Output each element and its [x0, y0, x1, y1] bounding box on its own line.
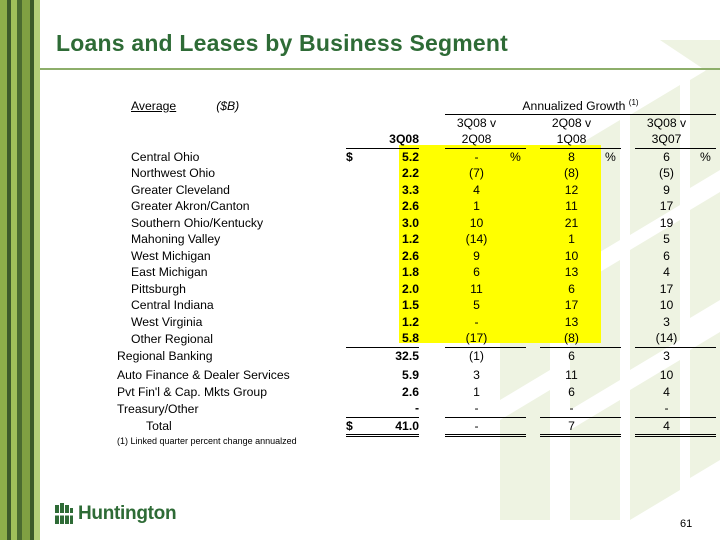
region-row: Other Regional 5.8 (17) (8) (14) — [131, 331, 678, 346]
segment-row: Auto Finance & Dealer Services 5.9 3 11 10 — [117, 368, 674, 383]
col1-top: 3Q08 v — [456, 115, 497, 130]
region-row: West Virginia 1.2-13 3 — [131, 314, 670, 329]
region-row: Greater Cleveland 3.3 4 12 9 — [131, 182, 670, 197]
region-row: Central Ohio $5.2-% 8% 6% — [131, 149, 711, 164]
region-row: Northwest Ohio 2.2 (7) (8) (5) — [131, 166, 674, 181]
header-row-1: Average ($B) Annualized Growth (1) — [112, 97, 716, 115]
sidebar-stripes — [0, 0, 40, 540]
segment-row: Pvt Fin'l & Cap. Mkts Group 2.6 1 6 4 — [117, 384, 670, 399]
regional-banking-row: Regional Banking 32.5 (1) 6 3 — [112, 346, 716, 364]
region-row: Central Indiana 1.5 5 17 10 — [131, 298, 674, 313]
header-row-2: 3Q08 v 2Q08 v 3Q08 v — [112, 114, 716, 131]
region-row: Southern Ohio/Kentucky 3.0 10 21 19 — [131, 215, 674, 230]
region-row: Greater Akron/Canton 2.6 1 11 17 — [131, 199, 674, 214]
region-row: West Michigan 2.6 9 10 6 — [131, 248, 670, 263]
title-divider — [40, 68, 720, 70]
region-row: Mahoning Valley 1.2 (14) 1 5 — [131, 232, 670, 247]
loans-table: Average ($B) Annualized Growth (1) 3Q08 v… — [112, 97, 716, 437]
unit-label: ($B) — [216, 98, 240, 113]
region-row: Pittsburgh 2.0 11 6 17 — [131, 281, 674, 296]
col3-top: 3Q08 v — [646, 115, 687, 130]
col2-top: 2Q08 v — [551, 115, 592, 130]
huntington-logo-icon — [55, 503, 73, 524]
total-row: Total $ 41.0 - 7 4 — [112, 416, 716, 437]
huntington-logo: Huntington — [54, 502, 177, 526]
value-header: 3Q08 — [358, 131, 419, 149]
average-label: Average — [131, 98, 177, 113]
page-number: 61 — [680, 518, 693, 530]
col1-bottom: 2Q08 — [445, 131, 508, 149]
col2-bottom: 1Q08 — [540, 131, 603, 149]
page-title: Loans and Leases by Business Segment — [56, 30, 509, 56]
region-row: East Michigan 1.8 6 13 4 — [131, 265, 670, 280]
segment-row: Treasury/Other - - - - — [117, 401, 669, 416]
growth-highlight — [399, 145, 601, 343]
header-row-3: 3Q08 2Q08 1Q08 3Q07 — [112, 131, 716, 149]
growth-header: Annualized Growth (1) — [445, 97, 716, 115]
footnote: (1) Linked quarter percent change annual… — [117, 436, 297, 446]
brand-name: Huntington — [78, 503, 177, 524]
col3-bottom: 3Q07 — [635, 131, 698, 149]
